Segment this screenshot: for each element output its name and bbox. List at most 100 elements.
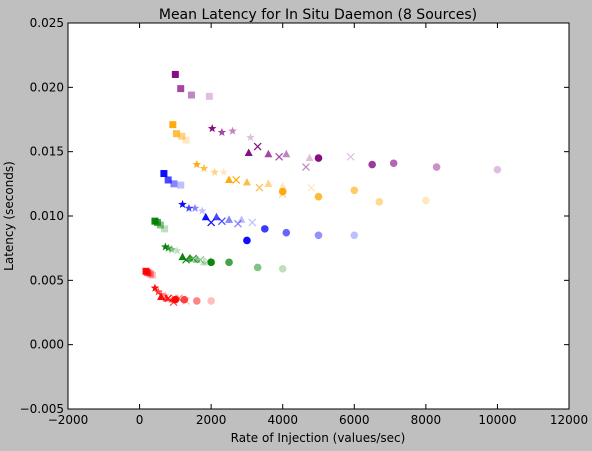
data-point-square [161, 225, 169, 233]
data-point-circle [282, 228, 291, 237]
y-axis-label: Latency (seconds) [2, 161, 16, 271]
data-point-star [153, 287, 163, 296]
data-point-square [146, 270, 154, 278]
x-tick-label: 10000 [478, 413, 516, 427]
data-point-star [163, 243, 173, 252]
data-point-x [275, 152, 284, 161]
y-tick-label: −0.005 [20, 402, 64, 416]
data-point-circle [493, 165, 502, 174]
data-point-circle [180, 295, 189, 304]
y-tick-label: 0.025 [30, 16, 64, 30]
data-point-star [207, 124, 217, 133]
data-point-star [246, 133, 255, 142]
data-point-square [144, 269, 152, 277]
data-point-circle [171, 295, 180, 304]
data-point-star [199, 163, 209, 173]
data-point-circle [422, 196, 430, 205]
x-tick-label: −2000 [48, 413, 89, 427]
data-point-star [217, 127, 227, 137]
data-point-x [302, 163, 310, 172]
data-point-circle [432, 163, 441, 171]
data-point-x [234, 219, 242, 228]
data-point-star [184, 203, 194, 212]
data-point-star [219, 167, 228, 176]
data-point-x [196, 255, 205, 264]
data-point-circle [193, 297, 201, 305]
data-point-square [153, 218, 161, 226]
data-point-circle [207, 258, 215, 267]
data-points [142, 70, 502, 307]
data-point-triangle [278, 181, 287, 190]
data-point-star [178, 199, 187, 209]
data-point-star [172, 246, 182, 255]
x-tick-label: 8000 [411, 413, 442, 427]
data-point-circle [261, 225, 269, 233]
y-tick-label: 0.015 [30, 145, 64, 159]
data-point-triangle [282, 149, 291, 158]
y-tick-label: 0.020 [30, 80, 64, 94]
data-point-star [210, 167, 219, 176]
data-point-star [197, 206, 207, 215]
data-point-star [150, 283, 160, 292]
data-point-triangle [237, 215, 246, 223]
x-axis-label: Rate of Injection (values/sec) [231, 431, 406, 445]
data-point-square [169, 121, 177, 129]
data-point-circle [243, 236, 251, 245]
data-point-x [164, 294, 173, 303]
data-point-triangle [162, 293, 171, 302]
data-point-circle [278, 264, 287, 273]
data-point-square [170, 180, 178, 188]
data-point-circle [278, 187, 287, 196]
data-point-circle [368, 160, 376, 169]
data-point-circle [375, 198, 384, 206]
data-point-x [255, 183, 264, 192]
data-point-triangle [157, 292, 166, 301]
x-axis-ticks: −2000 0 2000 4000 6000 8000 10000 12000 [48, 23, 588, 427]
y-tick-label: 0.010 [30, 209, 64, 223]
data-point-square [177, 181, 185, 189]
data-point-star [192, 160, 202, 169]
data-point-circle [225, 258, 233, 267]
data-point-triangle [225, 215, 234, 223]
data-point-circle [350, 186, 359, 195]
data-point-circle [350, 231, 359, 240]
data-point-x [217, 217, 226, 226]
y-axis-ticks: −0.005 0.000 0.005 0.010 0.015 0.020 0.025 [20, 16, 569, 416]
x-tick-label: 2000 [196, 413, 227, 427]
data-point-x [189, 254, 198, 263]
data-point-x [253, 142, 262, 151]
data-point-circle [389, 159, 398, 168]
data-point-triangle [264, 179, 273, 187]
data-point-triangle [201, 212, 210, 221]
x-tick-label: 6000 [339, 413, 370, 427]
data-point-x [248, 218, 257, 227]
data-point-star [167, 244, 177, 254]
data-point-x [232, 176, 241, 184]
data-point-square [164, 176, 172, 184]
data-point-x [182, 255, 191, 264]
data-point-x [346, 152, 355, 161]
x-tick-label: 4000 [267, 413, 298, 427]
data-point-square [177, 85, 185, 93]
data-point-circle [314, 192, 323, 201]
data-point-square [182, 136, 190, 144]
plot-area [68, 23, 569, 409]
data-point-x [307, 183, 316, 192]
data-point-triangle [199, 257, 208, 266]
data-point-square [178, 132, 186, 140]
data-point-square [148, 271, 156, 279]
data-point-triangle [225, 175, 234, 183]
y-tick-label: 0.005 [30, 273, 64, 287]
data-point-x [207, 218, 216, 227]
data-point-triangle [242, 178, 251, 186]
data-point-star [228, 126, 237, 135]
data-point-square [171, 70, 179, 78]
data-point-triangle [264, 149, 273, 158]
data-point-square [156, 221, 164, 229]
data-point-square [187, 91, 195, 99]
data-point-circle [314, 231, 323, 240]
x-tick-label: 12000 [550, 413, 588, 427]
data-point-star [161, 242, 170, 251]
chart-title: Mean Latency for In Situ Daemon (8 Sourc… [159, 7, 477, 23]
